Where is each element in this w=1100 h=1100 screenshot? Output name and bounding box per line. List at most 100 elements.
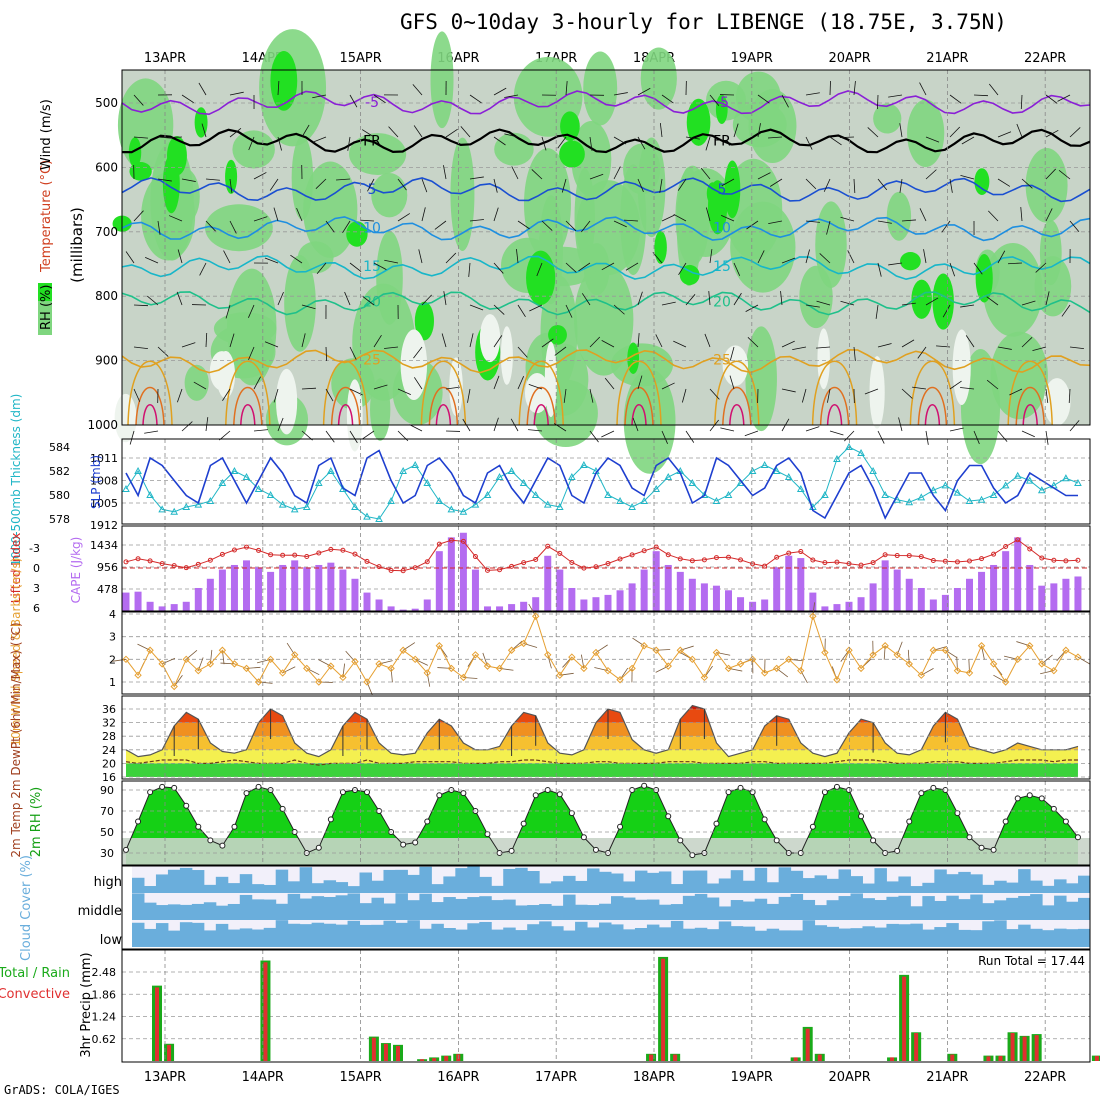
cloud-cover-bar [503, 927, 516, 947]
rh-moist-region [983, 242, 1043, 337]
isotherm-label: FR [363, 134, 381, 150]
hottest-contour [533, 404, 549, 426]
wind-barb [493, 262, 504, 274]
cape-bar [664, 564, 672, 611]
cape-bar [917, 587, 925, 611]
wind-barb [529, 304, 543, 312]
rh2m-point [219, 842, 226, 849]
wind-barb [349, 94, 358, 108]
rh-dry-region [346, 379, 363, 452]
wind-speed-point [905, 660, 913, 668]
thickness-tick-label: 582 [49, 465, 70, 478]
wind-barb [248, 304, 255, 318]
precip-convective-bar [890, 1057, 895, 1061]
wind-barb [637, 333, 640, 348]
wind-barb [301, 387, 316, 390]
thickness-point [905, 498, 914, 506]
thickness-point [568, 472, 576, 480]
wind-barb [805, 220, 820, 223]
cape-bar [809, 592, 817, 611]
thickness-point [821, 490, 829, 498]
wind-barb [637, 291, 643, 306]
wind-barb [253, 429, 268, 432]
rh2m-point [231, 823, 238, 830]
lifted-index-point [400, 568, 406, 574]
cape-bar [339, 569, 347, 611]
wind-barb [397, 213, 411, 222]
wind-barb [901, 339, 915, 348]
cloud-cover-bar [467, 866, 480, 893]
wind-barb [517, 220, 530, 230]
wind-barb [344, 291, 351, 306]
cloud-cover-bar [622, 897, 636, 920]
cloud-cover-bar [251, 929, 265, 947]
cloud-cover-bar [503, 868, 516, 893]
cloud-cover-bar [299, 867, 313, 893]
hottest-contour [631, 404, 647, 426]
cape-bar [447, 537, 455, 611]
date-label-bottom: 14APR [242, 1070, 284, 1085]
rh-saturated-region [128, 137, 142, 168]
thickness-point [845, 442, 853, 450]
cloud-cover-bar [682, 895, 696, 920]
cape-bar [652, 551, 660, 611]
rh-dry-region [479, 314, 501, 363]
wind-barb [729, 346, 735, 361]
cloud-cover-bar [742, 926, 756, 947]
rh2m-point [930, 784, 937, 791]
cloud-cover-bar [766, 882, 780, 893]
cloud-cover-bar [515, 867, 528, 893]
wind-speed-point [1038, 660, 1046, 668]
thickness-point [471, 500, 480, 508]
cloud-cover-bar [527, 905, 540, 920]
wind-speed-point [845, 646, 853, 654]
cloud-cover-bar [323, 896, 337, 920]
isotherm-line [121, 216, 1091, 242]
cape-bar [953, 587, 961, 611]
wind-barb [853, 81, 856, 96]
thickness-point [616, 496, 624, 504]
rh-moist-region [990, 331, 1048, 420]
cloud-cover-bar [371, 897, 384, 920]
lifted-index-point [846, 561, 852, 567]
cape-bar [1074, 576, 1082, 611]
wind-barb [919, 208, 927, 222]
wind-barb [528, 429, 543, 432]
wind-speed-point [531, 612, 540, 620]
wind-barb [867, 127, 879, 138]
thickness-point [772, 466, 781, 474]
cloud-cover-bar [1006, 929, 1019, 947]
slp-tick-label: 1008 [90, 475, 118, 488]
cloud-cover-bar [431, 884, 444, 893]
cape-bar [1050, 583, 1058, 611]
precip-convective-bar [263, 962, 268, 1061]
cloud-cover-bar [227, 883, 241, 893]
wind-barb [384, 346, 399, 349]
rh-moist-region [284, 255, 316, 352]
cloud-cover-bar [922, 929, 935, 947]
pressure-tick-label: 500 [95, 96, 118, 110]
cloud-cover-bar [634, 870, 648, 893]
cloud-cover-bar [335, 895, 349, 920]
hottest-contour [1022, 404, 1038, 426]
wind-speed-point [435, 642, 444, 650]
cloud-cover-bar [143, 928, 157, 947]
wind-barb [517, 346, 528, 358]
precip-convective-bar [432, 1058, 437, 1061]
lifted-index-point [123, 559, 129, 565]
wind-barb [637, 87, 651, 96]
wind-barb [516, 249, 519, 264]
cape-bar [279, 564, 287, 611]
wind-barb [888, 262, 903, 266]
lifted-index-point [593, 564, 599, 570]
cloud-cover-bar [1078, 897, 1091, 920]
temp-band [126, 736, 1078, 750]
temp-tick-label: 16 [102, 771, 116, 784]
wind-barb [746, 220, 759, 230]
wind-barb [362, 430, 375, 440]
cloud-cover-bar [646, 899, 660, 920]
wind-speed-point [278, 669, 287, 677]
wind-barb [973, 430, 980, 445]
cloud-cover-bar [1066, 929, 1079, 947]
lifted-index-point [774, 554, 780, 560]
